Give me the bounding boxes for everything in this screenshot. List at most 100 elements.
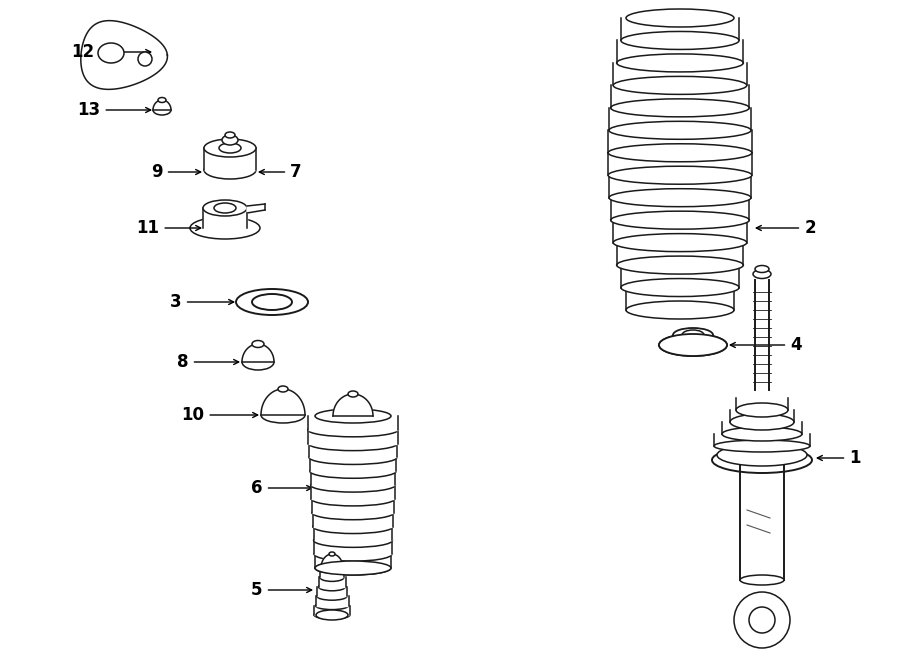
Ellipse shape xyxy=(314,547,392,561)
Ellipse shape xyxy=(316,610,348,620)
Polygon shape xyxy=(311,485,394,499)
Circle shape xyxy=(138,52,152,66)
Text: 9: 9 xyxy=(151,163,201,181)
Ellipse shape xyxy=(621,278,739,297)
Ellipse shape xyxy=(311,492,394,506)
Ellipse shape xyxy=(236,289,308,315)
Ellipse shape xyxy=(158,98,166,102)
Ellipse shape xyxy=(608,166,752,184)
Ellipse shape xyxy=(753,270,771,278)
Ellipse shape xyxy=(611,211,750,229)
Text: 12: 12 xyxy=(71,43,150,61)
Ellipse shape xyxy=(616,54,743,72)
Polygon shape xyxy=(314,605,350,615)
Ellipse shape xyxy=(329,552,335,556)
Ellipse shape xyxy=(659,334,727,356)
Polygon shape xyxy=(317,587,347,596)
Polygon shape xyxy=(308,416,399,430)
Polygon shape xyxy=(316,596,348,605)
Ellipse shape xyxy=(714,440,810,452)
Text: 11: 11 xyxy=(137,219,201,237)
Polygon shape xyxy=(313,527,392,540)
Text: 13: 13 xyxy=(77,101,150,119)
Ellipse shape xyxy=(314,611,350,619)
Polygon shape xyxy=(310,471,395,485)
Polygon shape xyxy=(153,100,171,110)
Polygon shape xyxy=(321,554,343,568)
Ellipse shape xyxy=(222,135,238,145)
Ellipse shape xyxy=(613,77,747,95)
Polygon shape xyxy=(722,422,802,434)
Polygon shape xyxy=(315,554,391,568)
Polygon shape xyxy=(309,430,398,444)
Ellipse shape xyxy=(717,444,807,466)
Ellipse shape xyxy=(204,161,256,179)
Ellipse shape xyxy=(316,563,348,573)
Ellipse shape xyxy=(609,188,751,207)
Polygon shape xyxy=(714,434,810,446)
Text: 5: 5 xyxy=(251,581,311,599)
Circle shape xyxy=(734,592,790,648)
Ellipse shape xyxy=(214,203,236,213)
Polygon shape xyxy=(242,344,274,362)
Ellipse shape xyxy=(203,200,247,216)
Text: 6: 6 xyxy=(251,479,311,497)
Ellipse shape xyxy=(315,409,391,423)
Polygon shape xyxy=(319,578,346,587)
Ellipse shape xyxy=(313,520,393,533)
Ellipse shape xyxy=(190,217,260,239)
Circle shape xyxy=(749,607,775,633)
Ellipse shape xyxy=(319,583,346,591)
Ellipse shape xyxy=(682,330,704,340)
Ellipse shape xyxy=(626,9,734,27)
Polygon shape xyxy=(673,335,713,345)
Ellipse shape xyxy=(308,423,399,437)
Ellipse shape xyxy=(616,256,743,274)
Ellipse shape xyxy=(310,478,395,492)
Text: 8: 8 xyxy=(177,353,238,371)
Ellipse shape xyxy=(316,602,348,609)
Ellipse shape xyxy=(348,391,358,397)
Ellipse shape xyxy=(659,334,727,356)
Polygon shape xyxy=(310,444,397,457)
Ellipse shape xyxy=(722,427,802,441)
Ellipse shape xyxy=(312,506,394,520)
Ellipse shape xyxy=(252,340,264,348)
Ellipse shape xyxy=(320,573,344,582)
Ellipse shape xyxy=(315,561,391,575)
Polygon shape xyxy=(740,462,784,580)
Ellipse shape xyxy=(225,132,235,138)
Ellipse shape xyxy=(309,437,398,451)
Ellipse shape xyxy=(613,233,747,252)
Text: 3: 3 xyxy=(170,293,234,311)
Polygon shape xyxy=(261,389,305,415)
Text: 1: 1 xyxy=(817,449,860,467)
Ellipse shape xyxy=(310,450,397,465)
Ellipse shape xyxy=(153,105,171,115)
Ellipse shape xyxy=(317,592,347,600)
Text: 10: 10 xyxy=(182,406,257,424)
Ellipse shape xyxy=(219,143,241,153)
Text: 4: 4 xyxy=(730,336,802,354)
Text: 2: 2 xyxy=(756,219,815,237)
Ellipse shape xyxy=(736,403,788,417)
Ellipse shape xyxy=(609,122,751,139)
Polygon shape xyxy=(736,398,788,410)
Polygon shape xyxy=(333,394,373,416)
Ellipse shape xyxy=(730,414,794,430)
Polygon shape xyxy=(730,410,794,422)
Ellipse shape xyxy=(315,561,391,575)
Polygon shape xyxy=(310,457,396,471)
Polygon shape xyxy=(313,513,393,527)
Ellipse shape xyxy=(310,464,396,479)
Polygon shape xyxy=(204,148,256,170)
Ellipse shape xyxy=(252,294,292,310)
Polygon shape xyxy=(247,204,265,213)
Ellipse shape xyxy=(204,139,256,157)
Polygon shape xyxy=(312,499,394,513)
Ellipse shape xyxy=(242,354,274,370)
Ellipse shape xyxy=(673,328,713,342)
Ellipse shape xyxy=(608,144,752,162)
Text: 7: 7 xyxy=(259,163,302,181)
Ellipse shape xyxy=(740,575,784,585)
